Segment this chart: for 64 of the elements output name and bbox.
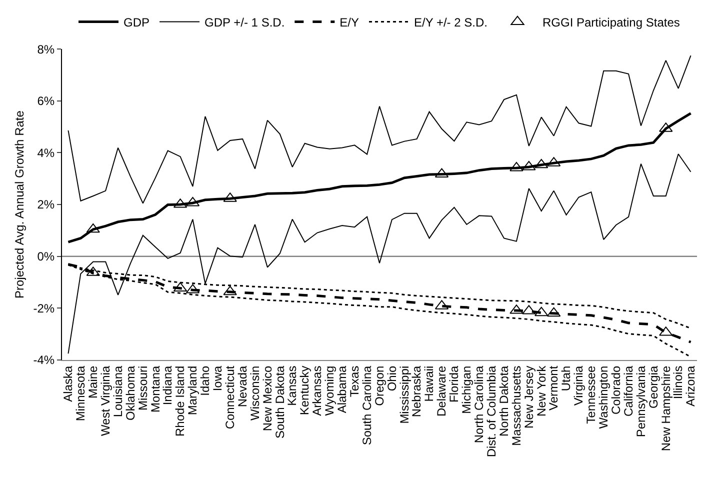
x-tick-label: Illinois: [671, 366, 686, 400]
x-tick-label: Missouri: [136, 366, 150, 410]
y-tick-label: -4%: [33, 353, 55, 368]
x-tick-label: Michigan: [460, 366, 474, 414]
x-tick-label: Ohio: [384, 365, 399, 392]
x-tick-label: Montana: [148, 365, 162, 413]
legend-label: E/Y: [340, 15, 359, 30]
x-tick-label: Alabama: [335, 365, 350, 414]
x-tick-label: Indiana: [160, 365, 175, 406]
x-tick-label: Minnesota: [74, 365, 88, 422]
x-tick-label: Wyoming: [322, 366, 337, 416]
x-tick-label: Utah: [559, 366, 574, 392]
y-tick-label: 6%: [37, 94, 55, 108]
x-tick-label: Florida: [447, 365, 462, 402]
y-tick-label: 0%: [37, 250, 55, 264]
x-tick-label: Kansas: [285, 366, 300, 406]
x-tick-label: South Carolina: [360, 365, 374, 446]
x-tick-label: West Virginia: [98, 365, 112, 436]
x-tick-label: Pennsylvania: [634, 365, 648, 438]
legend-label: GDP +/- 1 S.D.: [204, 15, 285, 30]
x-tick-label: South Dakota: [272, 365, 287, 439]
x-tick-label: Arizona: [684, 365, 698, 406]
y-tick-label: -2%: [33, 301, 55, 316]
y-tick-label: 8%: [37, 42, 55, 56]
y-axis-title: Projected Avg. Annual Growth Rate: [12, 110, 27, 298]
x-tick-label: Tennessee: [584, 365, 598, 424]
x-tick-label: Dist. of Columbia: [484, 365, 498, 458]
x-tick-label: Nevada: [235, 365, 250, 408]
x-tick-label: North Dakota: [496, 365, 511, 437]
x-tick-label: Georgia: [646, 365, 660, 409]
y-tick-label: 2%: [37, 198, 55, 212]
x-tick-label: Rhode Island: [173, 366, 188, 437]
legend-label: E/Y +/- 2 S.D.: [414, 15, 488, 30]
x-tick-label: Hawaii: [422, 366, 436, 402]
x-tick-label: Wisconsin: [248, 366, 262, 420]
x-tick-label: Mississippi: [397, 366, 412, 424]
x-tick-label: Idaho: [198, 365, 212, 396]
x-tick-label: Oregon: [372, 366, 386, 406]
x-tick-label: Kentucky: [298, 366, 312, 416]
y-tick-label: 4%: [37, 146, 55, 160]
x-tick-label: New Hampshire: [658, 365, 673, 452]
x-tick-label: Alaska: [61, 365, 76, 402]
x-tick-label: Vermont: [546, 365, 561, 411]
x-tick-label: New Jersey: [522, 366, 536, 428]
x-tick-label: Massachusetts: [509, 366, 524, 446]
x-tick-label: North Carolina: [472, 365, 486, 444]
x-tick-label: New York: [534, 364, 548, 417]
legend-label: RGGI Participating States: [542, 15, 680, 30]
x-tick-label: California: [621, 365, 636, 417]
x-tick-label: Delaware: [434, 365, 449, 417]
x-tick-label: Washington: [596, 366, 611, 429]
x-tick-label: Virginia: [572, 365, 586, 406]
x-tick-label: Iowa: [210, 365, 225, 392]
legend-label: GDP: [124, 15, 150, 30]
x-tick-label: Louisiana: [110, 365, 125, 418]
x-tick-label: Maine: [86, 365, 100, 398]
x-tick-label: Oklahoma: [123, 365, 138, 421]
x-tick-label: Arkansas: [310, 366, 324, 416]
x-tick-label: Texas: [348, 366, 362, 398]
x-tick-label: New Mexico: [260, 365, 274, 432]
x-tick-label: Connecticut: [222, 365, 237, 430]
x-tick-label: Nebraska: [410, 365, 424, 418]
x-tick-label: Colorado: [608, 365, 623, 415]
x-tick-label: Maryland: [186, 366, 200, 416]
